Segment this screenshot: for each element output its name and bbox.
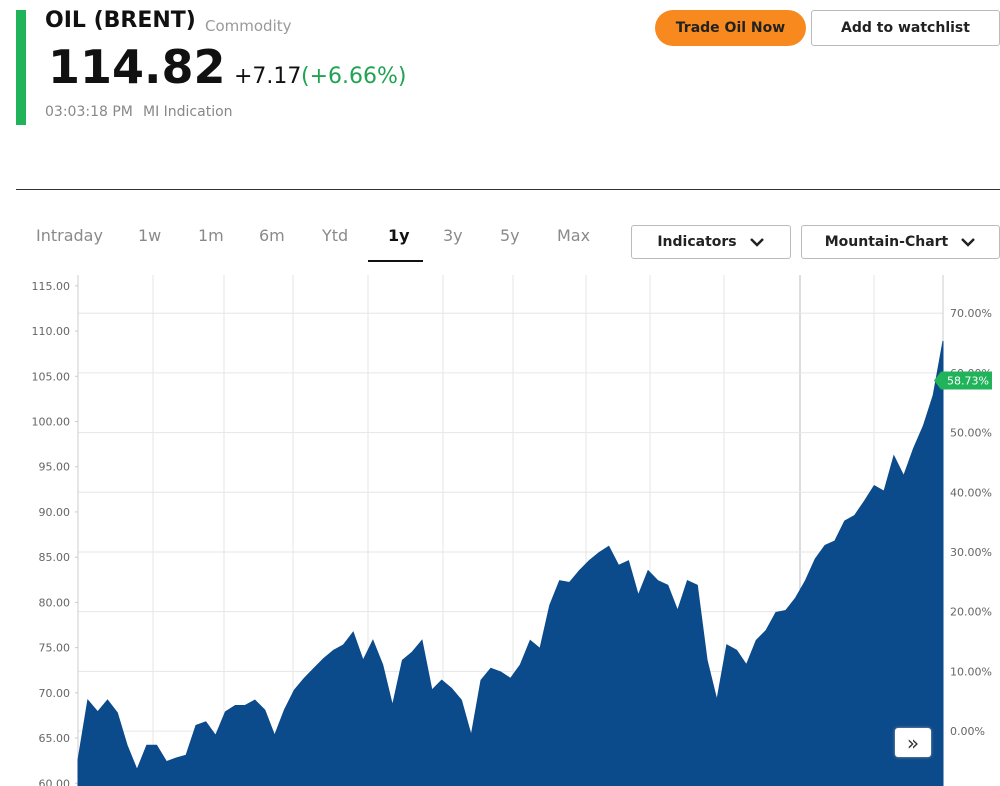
scroll-button[interactable]: » <box>895 728 931 757</box>
y-tick-label: 75.00 <box>39 642 71 655</box>
y-tick-label: 115.00 <box>32 280 71 293</box>
change-percent: (+6.66%) <box>301 64 407 89</box>
tab-underline <box>368 260 423 262</box>
y-tick-label: 100.00 <box>32 416 71 429</box>
chevron <box>961 238 976 247</box>
y-tick-label: 65.00 <box>39 732 71 745</box>
tab[interactable]: Max <box>557 226 591 245</box>
y-tick-label: 85.00 <box>39 551 71 564</box>
marker-badge <box>934 371 992 390</box>
chevron <box>749 238 764 247</box>
trade-button[interactable]: Trade Oil Now <box>655 10 806 46</box>
y-tick-label: 90.00 <box>39 506 71 519</box>
y-tick-label: 110.00 <box>32 325 71 338</box>
source: MI Indication <box>143 104 233 120</box>
category: Commodity <box>205 17 292 35</box>
y2-tick-label: 0.00% <box>950 725 985 738</box>
tab[interactable]: Ytd <box>322 226 349 245</box>
y2-tick-label: 70.00% <box>950 307 992 320</box>
tab[interactable]: 1w <box>138 226 162 245</box>
divider <box>16 189 1000 190</box>
marker-label: 58.73% <box>947 374 989 387</box>
tab[interactable]: 6m <box>259 226 285 245</box>
status-bar <box>16 10 26 125</box>
indicators-dropdown[interactable]: Indicators <box>631 225 791 259</box>
y-tick-label: 70.00 <box>39 687 71 700</box>
y2-tick-label: 40.00% <box>950 486 992 499</box>
tab[interactable]: 1m <box>198 226 224 245</box>
y2-tick-label: 30.00% <box>950 546 992 559</box>
tab[interactable]: 5y <box>500 226 520 245</box>
change: +7.17 <box>234 64 302 89</box>
y-tick-label: 60.00 <box>39 777 71 786</box>
y2-tick-label: 10.00% <box>950 665 992 678</box>
area <box>77 340 944 786</box>
tab[interactable]: 1y <box>388 226 410 245</box>
y-tick-label: 95.00 <box>39 461 71 474</box>
time: 03:03:18 PM <box>45 104 133 120</box>
tab[interactable]: 3y <box>443 226 463 245</box>
y-tick-label: 105.00 <box>32 370 71 383</box>
title: OIL (BRENT) <box>45 8 196 33</box>
y-tick-label: 80.00 <box>39 596 71 609</box>
dropdown-label: Indicators <box>657 234 737 250</box>
price: 114.82 <box>48 40 226 94</box>
y2-tick-label: 20.00% <box>950 606 992 619</box>
y2-tick-label: 50.00% <box>950 427 992 440</box>
tab[interactable]: Intraday <box>36 226 103 245</box>
dropdown-label: Mountain-Chart <box>824 234 949 250</box>
